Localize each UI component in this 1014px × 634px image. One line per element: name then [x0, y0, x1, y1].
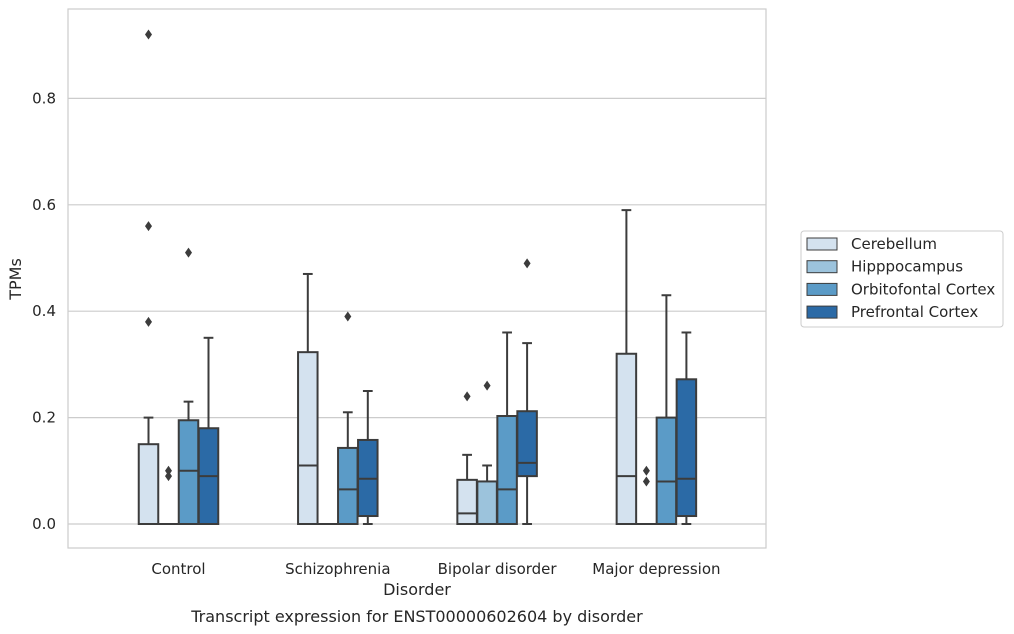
outlier-point: [185, 247, 192, 258]
x-tick-label: Bipolar disorder: [438, 560, 558, 578]
legend-label: Orbitofontal Cortex: [851, 280, 995, 298]
box-group: [297, 272, 319, 525]
outlier-point: [165, 471, 172, 482]
legend-label: Prefrontal Cortex: [851, 303, 978, 321]
boxplot-marks: [137, 29, 698, 526]
box-group: [675, 331, 698, 525]
outlier-point: [642, 476, 650, 487]
box-group: [476, 380, 498, 526]
box-group: [337, 311, 359, 526]
box: [297, 351, 319, 525]
box: [337, 446, 359, 526]
y-tick-labels: 0.0 0.2 0.4 0.6 0.8: [32, 89, 56, 533]
legend-swatch: [806, 282, 838, 296]
legend-swatch: [806, 237, 838, 251]
box: [615, 352, 638, 526]
box-group: [615, 209, 638, 526]
box-group: [636, 465, 657, 525]
box: [655, 416, 678, 526]
box: [137, 443, 160, 526]
box-group: [655, 294, 678, 526]
box: [496, 415, 518, 525]
outlier-point: [642, 465, 650, 476]
y-tick-label: 0.4: [32, 302, 56, 320]
box-group: [496, 331, 518, 525]
outlier-point: [145, 29, 152, 40]
legend: Cerebellum Hipppocampus Orbitofontal Corte…: [800, 230, 1004, 328]
outlier-point: [165, 465, 172, 476]
plot-frame: [67, 8, 767, 549]
box: [675, 378, 698, 518]
box: [177, 419, 200, 526]
legend-frame: [800, 230, 1004, 328]
outlier-point: [483, 380, 491, 391]
x-tick-label: Control: [151, 560, 205, 578]
legend-swatch: [806, 260, 838, 274]
outlier-point: [145, 316, 152, 327]
x-tick-labels: Control Schizophrenia Bipolar disorder Majo…: [151, 560, 720, 578]
x-axis-label: Disorder: [383, 580, 451, 599]
outlier-point: [463, 391, 471, 402]
legend-label: Cerebellum: [851, 235, 937, 253]
legend-label: Hipppocampus: [851, 258, 963, 276]
box-group: [456, 391, 478, 525]
x-tick-label: Major depression: [592, 560, 720, 578]
x-tick-label: Schizophrenia: [285, 560, 390, 578]
box-group: [137, 29, 160, 526]
chart-title: Transcript expression for ENST0000060260…: [190, 607, 643, 626]
box-group: [177, 247, 200, 526]
box: [456, 478, 478, 525]
y-tick-label: 0.2: [32, 409, 56, 427]
box: [476, 480, 498, 526]
outlier-point: [523, 258, 531, 269]
box-group: [516, 258, 538, 525]
y-tick-label: 0.6: [32, 196, 56, 214]
outlier-point: [344, 311, 352, 322]
box-group: [197, 336, 220, 525]
legend-swatch: [806, 305, 838, 319]
box-group: [158, 465, 179, 525]
y-tick-label: 0.0: [32, 515, 56, 533]
y-axis-label: TPMs: [6, 258, 25, 301]
y-tick-label: 0.8: [32, 89, 56, 107]
box: [516, 410, 538, 478]
box-group: [357, 390, 379, 525]
outlier-point: [145, 221, 152, 232]
